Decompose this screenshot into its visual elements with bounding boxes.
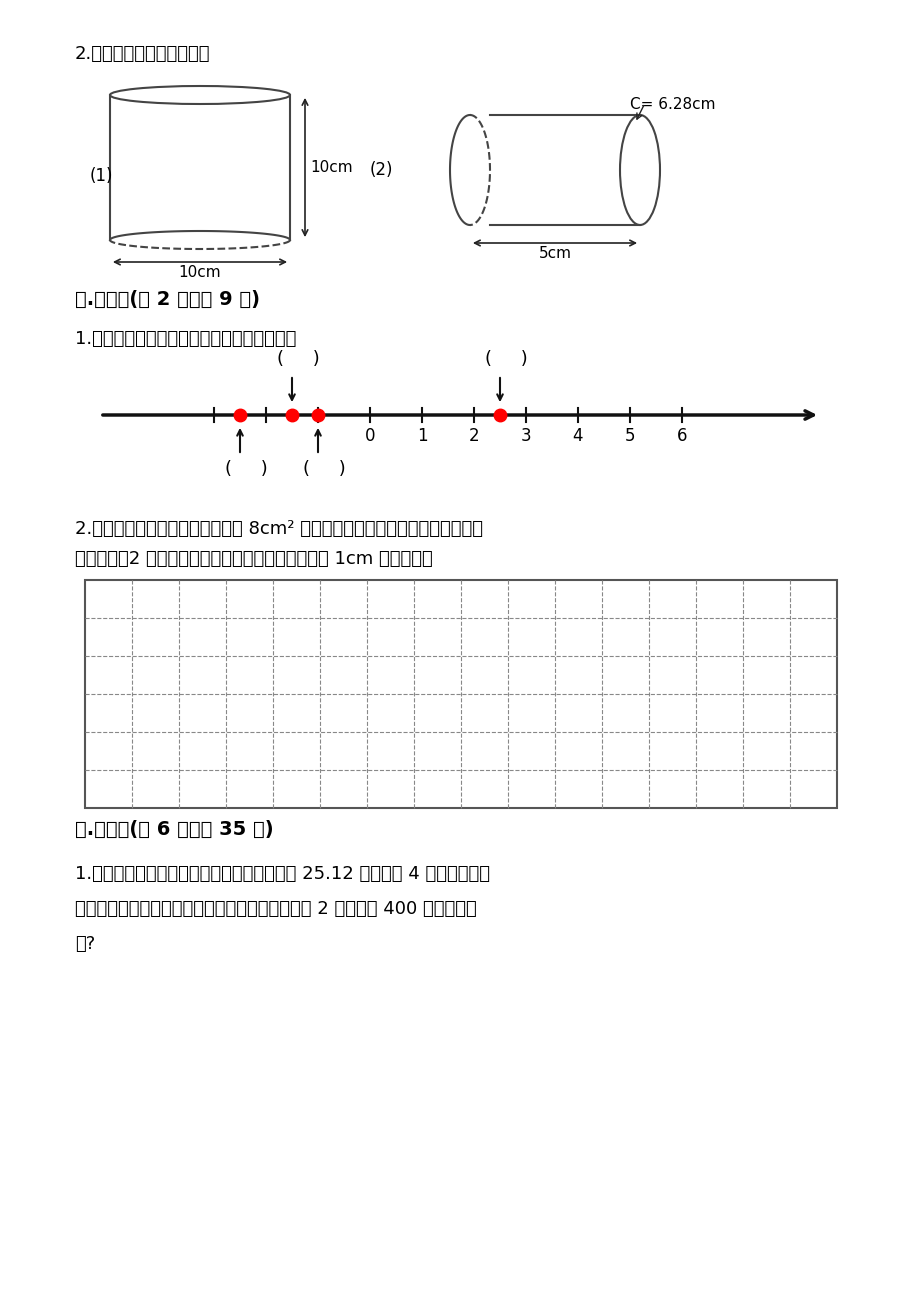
Text: 10cm: 10cm bbox=[178, 266, 221, 280]
Text: (     ): ( ) bbox=[277, 350, 320, 368]
Text: 10cm: 10cm bbox=[310, 160, 352, 174]
Text: (1): (1) bbox=[90, 167, 113, 185]
Text: 6: 6 bbox=[676, 427, 686, 445]
Text: 吗?: 吗? bbox=[75, 935, 96, 953]
Text: (     ): ( ) bbox=[302, 460, 346, 478]
Text: (     ): ( ) bbox=[225, 460, 267, 478]
Text: 5cm: 5cm bbox=[538, 246, 571, 260]
Text: 2.计算下面圆柱的表面积。: 2.计算下面圆柱的表面积。 bbox=[75, 46, 210, 62]
Text: (     ): ( ) bbox=[484, 350, 528, 368]
Text: 五.作图题(共 2 题，共 9 分): 五.作图题(共 2 题，共 9 分) bbox=[75, 290, 260, 309]
Text: 4: 4 bbox=[573, 427, 583, 445]
Text: 2.在下面的方格纸中画一个面积是 8cm² 的长方形，再把这个长方形的各边长扩: 2.在下面的方格纸中画一个面积是 8cm² 的长方形，再把这个长方形的各边长扩 bbox=[75, 519, 482, 538]
Text: C= 6.28cm: C= 6.28cm bbox=[630, 98, 715, 112]
Bar bbox=[85, 579, 836, 809]
Text: (2): (2) bbox=[369, 161, 393, 178]
Text: 六.解答题(共 6 题，共 35 分): 六.解答题(共 6 题，共 35 分) bbox=[75, 820, 273, 838]
Text: 3: 3 bbox=[520, 427, 531, 445]
Text: 1.养殖场要建一个圆柱形蓄水池，底面周长是 25.12 米，高是 4 米，沿着这个: 1.养殖场要建一个圆柱形蓄水池，底面周长是 25.12 米，高是 4 米，沿着这… bbox=[75, 865, 490, 883]
Text: 2: 2 bbox=[468, 427, 479, 445]
Text: 1: 1 bbox=[416, 427, 426, 445]
Text: 大到原来的2 倍，画出图形。（每个方格代表边长为 1cm 的正方形）: 大到原来的2 倍，画出图形。（每个方格代表边长为 1cm 的正方形） bbox=[75, 549, 432, 568]
Text: 0: 0 bbox=[364, 427, 375, 445]
Text: 1.从左到右在括号里填数。（填整数或小数）: 1.从左到右在括号里填数。（填整数或小数） bbox=[75, 329, 296, 348]
Text: 蓄水池的周围及底面抄水泥。如果每平方米用水泥 2 千克，买 400 千克水泥够: 蓄水池的周围及底面抄水泥。如果每平方米用水泥 2 千克，买 400 千克水泥够 bbox=[75, 900, 476, 918]
Text: 5: 5 bbox=[624, 427, 634, 445]
